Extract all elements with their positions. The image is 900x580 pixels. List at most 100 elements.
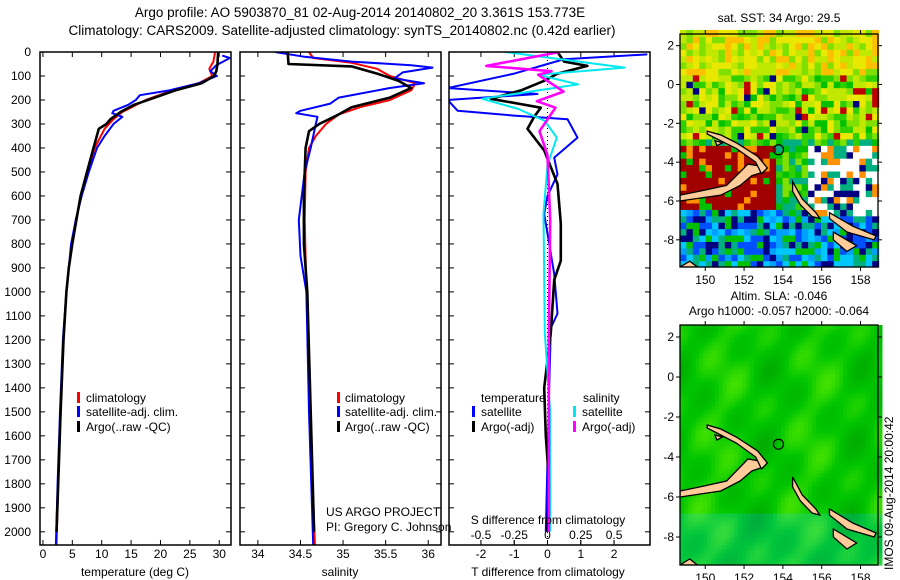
title-line-1: Argo profile: AO 5903870_81 02-Aug-2014 … — [135, 5, 585, 20]
s-tick-label: -0.25 — [501, 528, 529, 542]
map-frame — [679, 33, 879, 268]
y-tick-label: 600 — [11, 189, 31, 203]
legend-label: climatology — [86, 391, 146, 405]
y-tick-label: 700 — [11, 213, 31, 227]
tdiff-xlabel: T difference from climatology — [471, 565, 625, 579]
x-tick-label: 0 — [40, 547, 47, 561]
series-group — [54, 52, 231, 545]
x-tick-label: 25 — [183, 547, 197, 561]
y-tick-label: 1700 — [4, 453, 31, 467]
legend-label: Argo(-adj) — [582, 420, 635, 434]
y-tick-label: 1000 — [4, 285, 31, 299]
legend-label: satellite-adj. clim. — [345, 405, 437, 419]
x-tick-label: 15 — [124, 547, 138, 561]
lon-tick-label: 158 — [851, 571, 871, 580]
y-tick-label: 300 — [11, 117, 31, 131]
legend-label: satellite — [582, 405, 623, 419]
x-tick-label: 35.5 — [374, 547, 398, 561]
legend-swatch-argo — [337, 421, 340, 432]
land-polygon — [828, 507, 877, 538]
coastline-group — [680, 424, 877, 565]
series-line-salinity-argo-adj- — [484, 52, 565, 532]
lon-tick-label: 152 — [734, 273, 754, 287]
series-group — [449, 52, 648, 532]
legend-label: satellite-adj. clim. — [86, 405, 178, 419]
s-tick-label: 0.5 — [606, 528, 623, 542]
lon-tick-label: 152 — [734, 571, 754, 580]
project-label: US ARGO PROJECT — [326, 505, 441, 519]
land-polygon — [791, 179, 822, 220]
lat-tick-label: -2 — [663, 410, 674, 424]
y-tick-label: 1100 — [5, 309, 31, 323]
y-tick-label: 800 — [11, 237, 31, 251]
sla-map-subtitle: Argo h1000: -0.057 h2000: -0.064 — [689, 304, 869, 318]
lat-tick-label: -6 — [663, 194, 674, 208]
x-tick-label: -2 — [476, 547, 487, 561]
x-tick-label: 1 — [577, 547, 584, 561]
land-polygon — [680, 260, 699, 267]
pi-label: PI: Gregory C. Johnson — [326, 520, 451, 534]
series-line-temperature-argo-adj- — [489, 52, 589, 532]
legend-label: climatology — [345, 391, 405, 405]
series-line-satellite-adj-clim- — [54, 54, 231, 545]
lon-tick-label: 156 — [812, 571, 832, 580]
series-line-argo-raw-qc- — [55, 52, 220, 532]
x-tick-label: 30 — [213, 547, 227, 561]
temperature-panel: 0100200300400500600700800900100011001200… — [4, 45, 232, 561]
x-tick-label: 2 — [611, 547, 618, 561]
series-line-temperature-satellite — [449, 53, 648, 532]
sla-map-title: Altim. SLA: -0.046 — [731, 289, 828, 303]
legend-swatch-s-satellite — [573, 406, 576, 417]
legend-label: satellite — [481, 405, 522, 419]
y-tick-label: 1900 — [4, 501, 31, 515]
legend-swatch-argo — [77, 421, 80, 432]
lat-tick-label: -6 — [663, 490, 674, 504]
x-tick-label: 34.5 — [289, 547, 313, 561]
legend-title: salinity — [583, 391, 620, 405]
lat-tick-label: -2 — [663, 116, 674, 130]
imos-watermark: IMOS 09-Aug-2014 20:00:42 — [882, 416, 896, 570]
y-tick-label: 0 — [24, 45, 31, 59]
land-polygon — [706, 130, 769, 175]
lat-tick-label: 0 — [667, 370, 674, 384]
lon-tick-label: 156 — [812, 273, 832, 287]
s-tick-label: -0.5 — [471, 528, 492, 542]
series-line-salinity-satellite — [481, 52, 626, 532]
y-tick-label: 100 — [11, 69, 31, 83]
y-tick-label: 1600 — [4, 429, 31, 443]
lon-tick-label: 154 — [773, 571, 793, 580]
y-tick-label: 2000 — [4, 525, 31, 539]
y-tick-label: 1500 — [4, 405, 31, 419]
coastline-group — [680, 130, 877, 267]
land-polygon — [680, 558, 699, 565]
legend-label: Argo(..raw -QC) — [345, 420, 430, 434]
lon-tick-label: 158 — [851, 273, 871, 287]
lat-tick-label: 0 — [667, 77, 674, 91]
difference-legend: temperature satellite Argo(-adj) salinit… — [472, 391, 635, 434]
land-polygon — [828, 211, 877, 241]
land-polygon — [791, 476, 822, 517]
sdiff-xlabel: S difference from climatology — [471, 513, 626, 527]
s-tick-label: 0 — [544, 528, 551, 542]
x-tick-label: 5 — [69, 547, 76, 561]
sst-field — [680, 29, 880, 268]
x-tick-label: 35 — [336, 547, 350, 561]
series-line-climatology — [55, 52, 217, 545]
land-polygon — [832, 527, 858, 550]
legend-label: Argo(-adj) — [481, 420, 534, 434]
legend-swatch-t-argo — [472, 421, 475, 432]
sst-map-title: sat. SST: 34 Argo: 29.5 — [718, 11, 841, 25]
lon-tick-label: 150 — [695, 273, 715, 287]
series-group — [274, 52, 434, 545]
lon-tick-label: 150 — [695, 571, 715, 580]
lat-tick-label: -8 — [663, 530, 674, 544]
legend-swatch-satellite — [77, 406, 80, 417]
y-tick-label: 200 — [11, 93, 31, 107]
series-line-climatology — [303, 52, 417, 545]
series-line-satellite-adj-clim- — [274, 52, 434, 545]
y-tick-label: 900 — [11, 261, 31, 275]
s-tick-label: 0.25 — [569, 528, 593, 542]
temperature-xlabel: temperature (deg C) — [81, 565, 189, 579]
legend-swatch-t-satellite — [472, 406, 475, 417]
